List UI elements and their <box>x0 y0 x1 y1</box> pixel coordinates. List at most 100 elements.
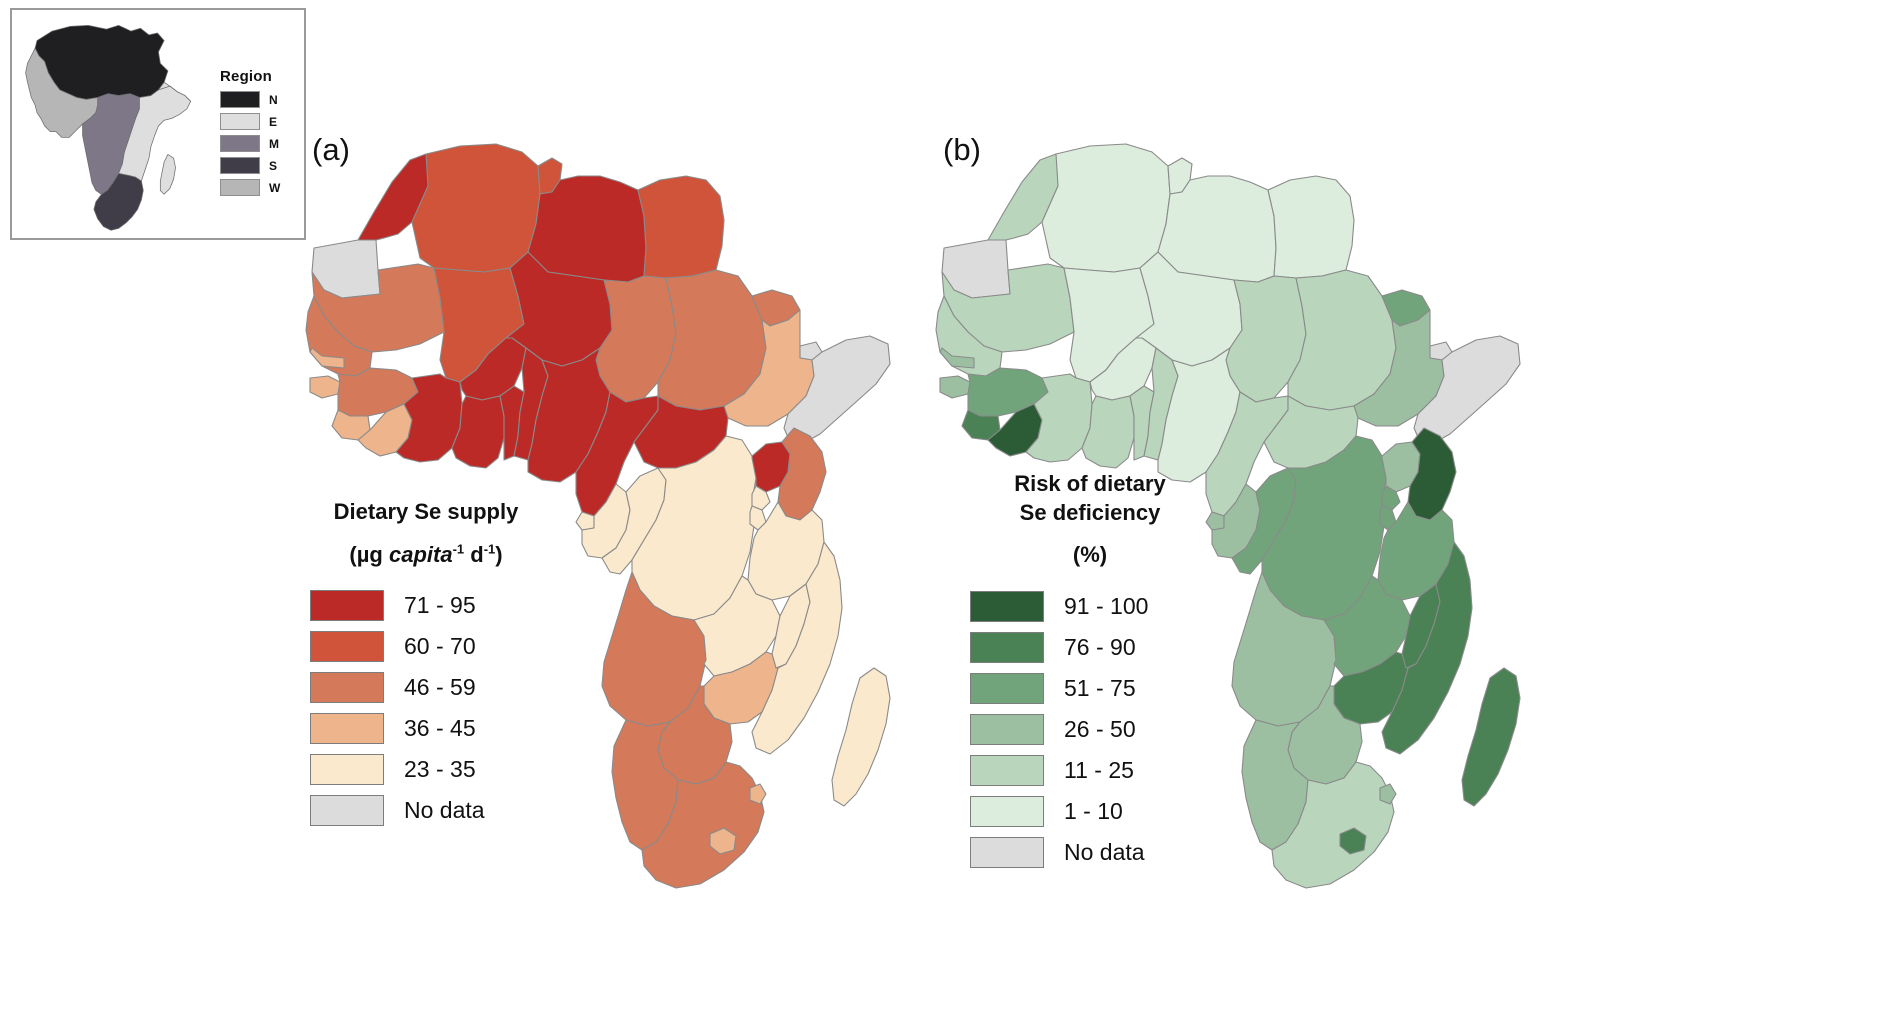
region-legend: Region N E M S W <box>220 68 304 201</box>
region-swatch-w <box>220 179 260 196</box>
legend-a-item: 36 - 45 <box>296 708 556 749</box>
legend-a-label-5: 23 - 35 <box>404 756 476 783</box>
legend-b-units: (%) <box>1072 542 1108 568</box>
country-guinea-bissau <box>939 375 971 399</box>
legend-a-item: 60 - 70 <box>296 626 556 667</box>
legend-b-swatch-3 <box>970 672 1044 704</box>
panel-label-b: (b) <box>943 132 981 167</box>
legend-b-item: 11 - 25 <box>960 750 1220 791</box>
region-swatch-e <box>220 113 260 130</box>
legend-a-swatch-1 <box>310 590 384 622</box>
legend-b-swatch-4 <box>970 713 1044 745</box>
country-ghana <box>451 395 505 469</box>
region-legend-item: M <box>220 135 304 152</box>
country-ghana <box>1081 395 1135 469</box>
legend-b-swatch-2 <box>970 631 1044 663</box>
country-mozambique <box>1381 541 1473 755</box>
inset-madagascar <box>159 154 176 195</box>
legend-b-label-6: 1 - 10 <box>1064 797 1123 824</box>
region-legend-item: S <box>220 157 304 174</box>
legend-a-units: (µg capita-1 d-1) <box>296 541 556 570</box>
region-inset-panel: Region N E M S W <box>10 8 306 240</box>
legend-a-units-suffix: ) <box>495 541 503 567</box>
legend-b-label-5: 11 - 25 <box>1064 756 1134 783</box>
region-label-m: M <box>269 136 279 151</box>
legend-b-swatch-1 <box>970 590 1044 622</box>
region-legend-item: W <box>220 179 304 196</box>
legend-b-item: 26 - 50 <box>960 709 1220 750</box>
africa-map-se-deficiency-risk <box>935 143 1521 889</box>
country-equatorial-guinea <box>575 511 595 531</box>
country-algeria <box>1041 143 1171 273</box>
country-eswatini <box>749 783 767 805</box>
country-somalia <box>783 335 891 445</box>
legend-b-item: 51 - 75 <box>960 668 1220 709</box>
legend-b-label-nodata: No data <box>1064 838 1145 865</box>
legend-a-label-nodata: No data <box>404 797 485 824</box>
legend-a-item: 46 - 59 <box>296 667 556 708</box>
legend-b-label-3: 51 - 75 <box>1064 674 1136 701</box>
country-mozambique <box>751 541 843 755</box>
africa-map-se-supply <box>305 143 891 889</box>
legend-b-swatch-5 <box>970 754 1044 786</box>
legend-a-item: 23 - 35 <box>296 749 556 790</box>
country-egypt <box>1267 175 1355 279</box>
country-egypt <box>637 175 725 279</box>
legend-a-title: Dietary Se supply <box>333 499 519 524</box>
country-algeria <box>411 143 541 273</box>
legend-b-title-line1: Risk of dietary <box>1014 471 1166 496</box>
country-eswatini <box>1379 783 1397 805</box>
region-legend-title: Region <box>220 68 273 85</box>
legend-b-label-4: 26 - 50 <box>1064 715 1136 742</box>
region-swatch-n <box>220 91 260 108</box>
legend-a-units-sup2: -1 <box>483 541 496 557</box>
region-label-e: E <box>269 114 278 129</box>
legend-a-label-4: 36 - 45 <box>404 715 476 742</box>
region-label-w: W <box>269 180 281 195</box>
country-madagascar <box>831 667 891 807</box>
legend-b-item: No data <box>960 832 1220 873</box>
legend-b-item: 91 - 100 <box>960 586 1220 627</box>
region-legend-item: E <box>220 113 304 130</box>
region-swatch-s <box>220 157 260 174</box>
country-guinea-bissau <box>309 375 341 399</box>
region-label-n: N <box>269 92 278 107</box>
region-label-s: S <box>269 158 278 173</box>
region-inset-map <box>25 25 192 231</box>
country-gambia <box>309 347 345 369</box>
legend-a-swatch-2 <box>310 631 384 663</box>
legend-b-swatch-nodata <box>970 836 1044 868</box>
legend-a-rows: 71 - 95 60 - 70 46 - 59 36 - 45 23 - 35 … <box>296 585 556 831</box>
inset-horn-outline <box>158 85 191 102</box>
legend-a-label-1: 71 - 95 <box>404 592 476 619</box>
legend-b-item: 1 - 10 <box>960 791 1220 832</box>
legend-b-label-2: 76 - 90 <box>1064 633 1136 660</box>
legend-a-units-sup1: -1 <box>452 541 465 557</box>
legend-a-swatch-5 <box>310 754 384 786</box>
country-ivory-coast <box>1025 373 1093 463</box>
region-swatch-m <box>220 135 260 152</box>
legend-b-item: 76 - 90 <box>960 627 1220 668</box>
country-ivory-coast <box>395 373 463 463</box>
inset-region-west <box>25 47 99 138</box>
country-madagascar <box>1461 667 1521 807</box>
legend-a-units-capita: capita <box>388 541 453 567</box>
legend-a-label-3: 46 - 59 <box>404 674 476 701</box>
legend-a-swatch-nodata <box>310 795 384 827</box>
legend-a-swatch-4 <box>310 713 384 745</box>
legend-a-units-mid: d <box>464 541 484 567</box>
legend-a-item: 71 - 95 <box>296 585 556 626</box>
legend-b-swatch-6 <box>970 795 1044 827</box>
country-lesotho <box>1339 827 1367 855</box>
legend-a-item: No data <box>296 790 556 831</box>
country-lesotho <box>709 827 737 855</box>
region-legend-item: N <box>220 91 304 108</box>
legend-a-label-2: 60 - 70 <box>404 633 476 660</box>
legend-a-swatch-3 <box>310 672 384 704</box>
legend-b-rows: 91 - 100 76 - 90 51 - 75 26 - 50 11 - 25… <box>960 586 1220 873</box>
legend-se-deficiency-risk: Risk of dietary Se deficiency (%) 91 - 1… <box>960 470 1220 873</box>
legend-a-units-prefix: (µg <box>349 541 389 567</box>
map-panel-b <box>930 120 1570 920</box>
legend-b-label-1: 91 - 100 <box>1064 592 1149 619</box>
country-somalia <box>1413 335 1521 445</box>
